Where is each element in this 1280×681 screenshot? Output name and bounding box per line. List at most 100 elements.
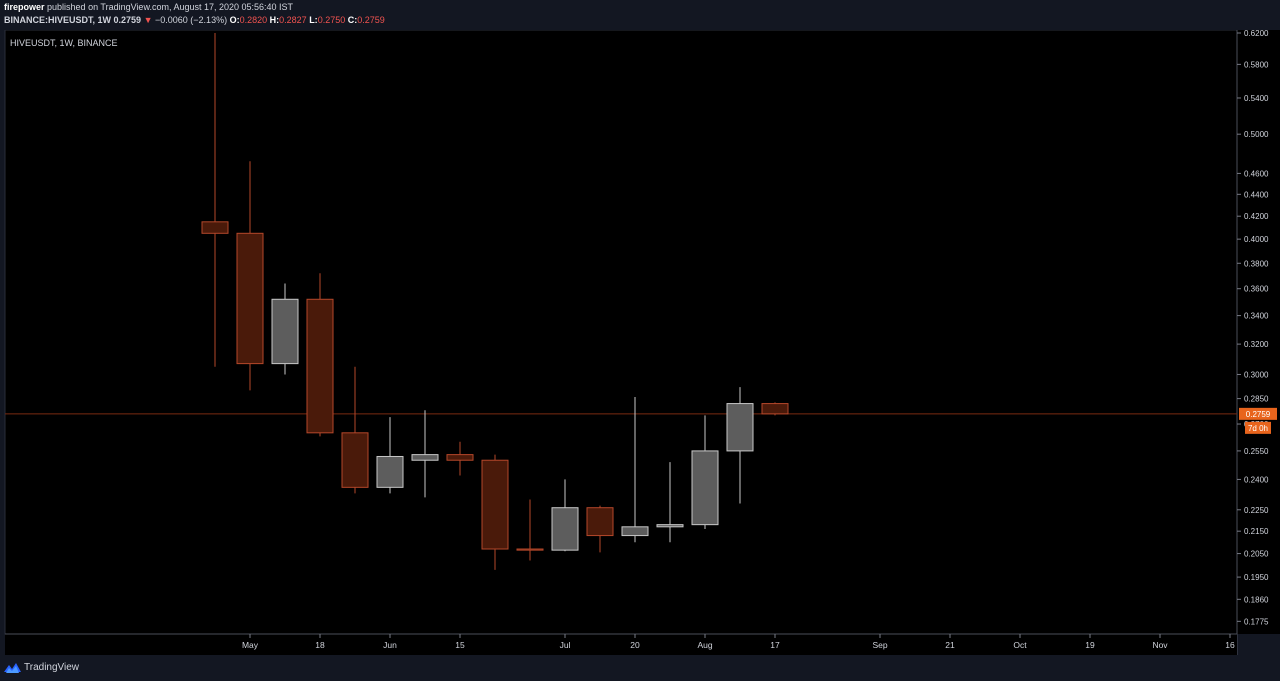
candle <box>761 402 789 416</box>
candle-body <box>341 432 369 488</box>
candle-body <box>586 507 614 537</box>
low-value: 0.2750 <box>317 15 346 25</box>
time-axis[interactable] <box>5 634 1237 655</box>
x-tick-label: 15 <box>455 640 465 650</box>
y-tick-label: 0.2550 <box>1244 447 1269 456</box>
candle <box>691 415 719 529</box>
y-tick-label: 0.4200 <box>1244 212 1269 221</box>
candle-body <box>726 403 754 452</box>
published-text: published on TradingView.com, August 17,… <box>47 2 294 12</box>
last-price-label: 0.2759 <box>1246 410 1271 419</box>
candle <box>341 366 369 494</box>
candle-body <box>761 403 789 415</box>
candle <box>236 161 264 391</box>
candle <box>306 273 334 437</box>
y-tick-label: 0.3400 <box>1244 312 1269 321</box>
candle <box>481 454 509 570</box>
price-change: −0.0060 (−2.13%) <box>155 15 228 25</box>
x-tick-label: 16 <box>1225 640 1235 650</box>
x-tick-label: Sep <box>872 640 887 650</box>
price-axis[interactable] <box>1237 30 1280 634</box>
y-tick-label: 0.6200 <box>1244 30 1269 38</box>
y-tick-label: 0.4400 <box>1244 190 1269 199</box>
low-label: L: <box>309 15 318 25</box>
candle-body <box>551 507 579 551</box>
y-tick-label: 0.1860 <box>1244 595 1269 604</box>
x-tick-label: 21 <box>945 640 955 650</box>
y-tick-label: 0.5800 <box>1244 60 1269 69</box>
candle-body <box>481 459 509 550</box>
x-tick-label: 19 <box>1085 640 1095 650</box>
y-tick-label: 0.2400 <box>1244 475 1269 484</box>
candlestick-chart[interactable]: HIVEUSDT, 1W, BINANCE 0.6200 0.5800 0.5400… <box>0 30 1280 655</box>
candle <box>376 417 404 494</box>
candle <box>446 441 474 476</box>
candle <box>656 462 684 543</box>
candle <box>271 283 299 375</box>
y-tick-label: 0.4000 <box>1244 235 1269 244</box>
x-tick-label: 17 <box>770 640 780 650</box>
chart-area[interactable]: HIVEUSDT, 1W, BINANCE 0.6200 0.5800 0.5400… <box>0 30 1280 655</box>
x-tick-label: Nov <box>1152 640 1168 650</box>
y-tick-label: 0.2150 <box>1244 527 1269 536</box>
high-label: H: <box>269 15 280 25</box>
x-tick-label: Jun <box>383 640 397 650</box>
y-tick-label: 0.5400 <box>1244 94 1269 103</box>
x-tick-label: May <box>242 640 259 650</box>
candle-body <box>201 221 229 234</box>
x-tick-label: Jul <box>560 640 571 650</box>
close-value: 0.2759 <box>357 15 385 25</box>
y-tick-label: 0.3600 <box>1244 285 1269 294</box>
y-tick-label: 0.3800 <box>1244 259 1269 268</box>
high-value: 0.2827 <box>279 15 307 25</box>
open-label: O: <box>229 15 240 25</box>
tradingview-brand[interactable]: TradingView <box>24 662 80 673</box>
x-tick-label: 18 <box>315 640 325 650</box>
candle-body <box>376 455 404 488</box>
y-tick-label: 0.1775 <box>1244 617 1269 626</box>
candle <box>586 505 614 553</box>
down-arrow-icon: ▼ <box>143 15 153 25</box>
candle-body <box>411 454 439 461</box>
candle-body <box>446 454 474 461</box>
publication-info: firepower published on TradingView.com, … <box>4 2 293 12</box>
candle <box>621 396 649 543</box>
y-tick-label: 0.3200 <box>1244 340 1269 349</box>
y-tick-label: 0.5000 <box>1244 130 1269 139</box>
last-price-badge <box>1239 407 1277 420</box>
close-label: C: <box>347 15 358 25</box>
candle-body <box>306 298 334 434</box>
candle-body <box>691 450 719 526</box>
countdown-label: 7d 0h <box>1248 424 1268 433</box>
candle-body <box>621 526 649 537</box>
candle-body <box>516 548 544 551</box>
y-tick-label: 0.1950 <box>1244 573 1269 582</box>
x-tick-label: Oct <box>1013 640 1027 650</box>
y-tick-label: 0.2850 <box>1244 395 1269 404</box>
y-tick-label: 0.3000 <box>1244 370 1269 379</box>
publication-header: firepower published on TradingView.com, … <box>0 0 1280 30</box>
chart-legend: HIVEUSDT, 1W, BINANCE <box>10 38 118 48</box>
candle-body <box>271 298 299 365</box>
last-price: 0.2759 <box>113 15 142 25</box>
plot-background <box>4 30 1238 635</box>
candle <box>726 387 754 504</box>
author-name[interactable]: firepower <box>4 2 45 12</box>
quote-line: BINANCE:HIVEUSDT, 1W 0.2759 ▼ −0.0060 (−… <box>4 15 385 25</box>
y-tick-label: 0.2050 <box>1244 550 1269 559</box>
x-tick-label: Aug <box>697 640 712 650</box>
symbol-label: BINANCE:HIVEUSDT, 1W <box>4 15 112 25</box>
candle <box>516 499 544 561</box>
x-tick-label: 20 <box>630 640 640 650</box>
footer: TradingView <box>0 655 1280 681</box>
y-tick-label: 0.2250 <box>1244 506 1269 515</box>
open-value: 0.2820 <box>239 15 268 25</box>
countdown-badge <box>1245 421 1271 434</box>
candle <box>411 410 439 498</box>
candle <box>201 33 229 367</box>
candle <box>551 479 579 552</box>
candle-body <box>656 524 684 528</box>
y-tick-label: 0.4600 <box>1244 169 1269 178</box>
tradingview-logo-icon[interactable] <box>4 661 21 674</box>
candle-body <box>236 232 264 365</box>
